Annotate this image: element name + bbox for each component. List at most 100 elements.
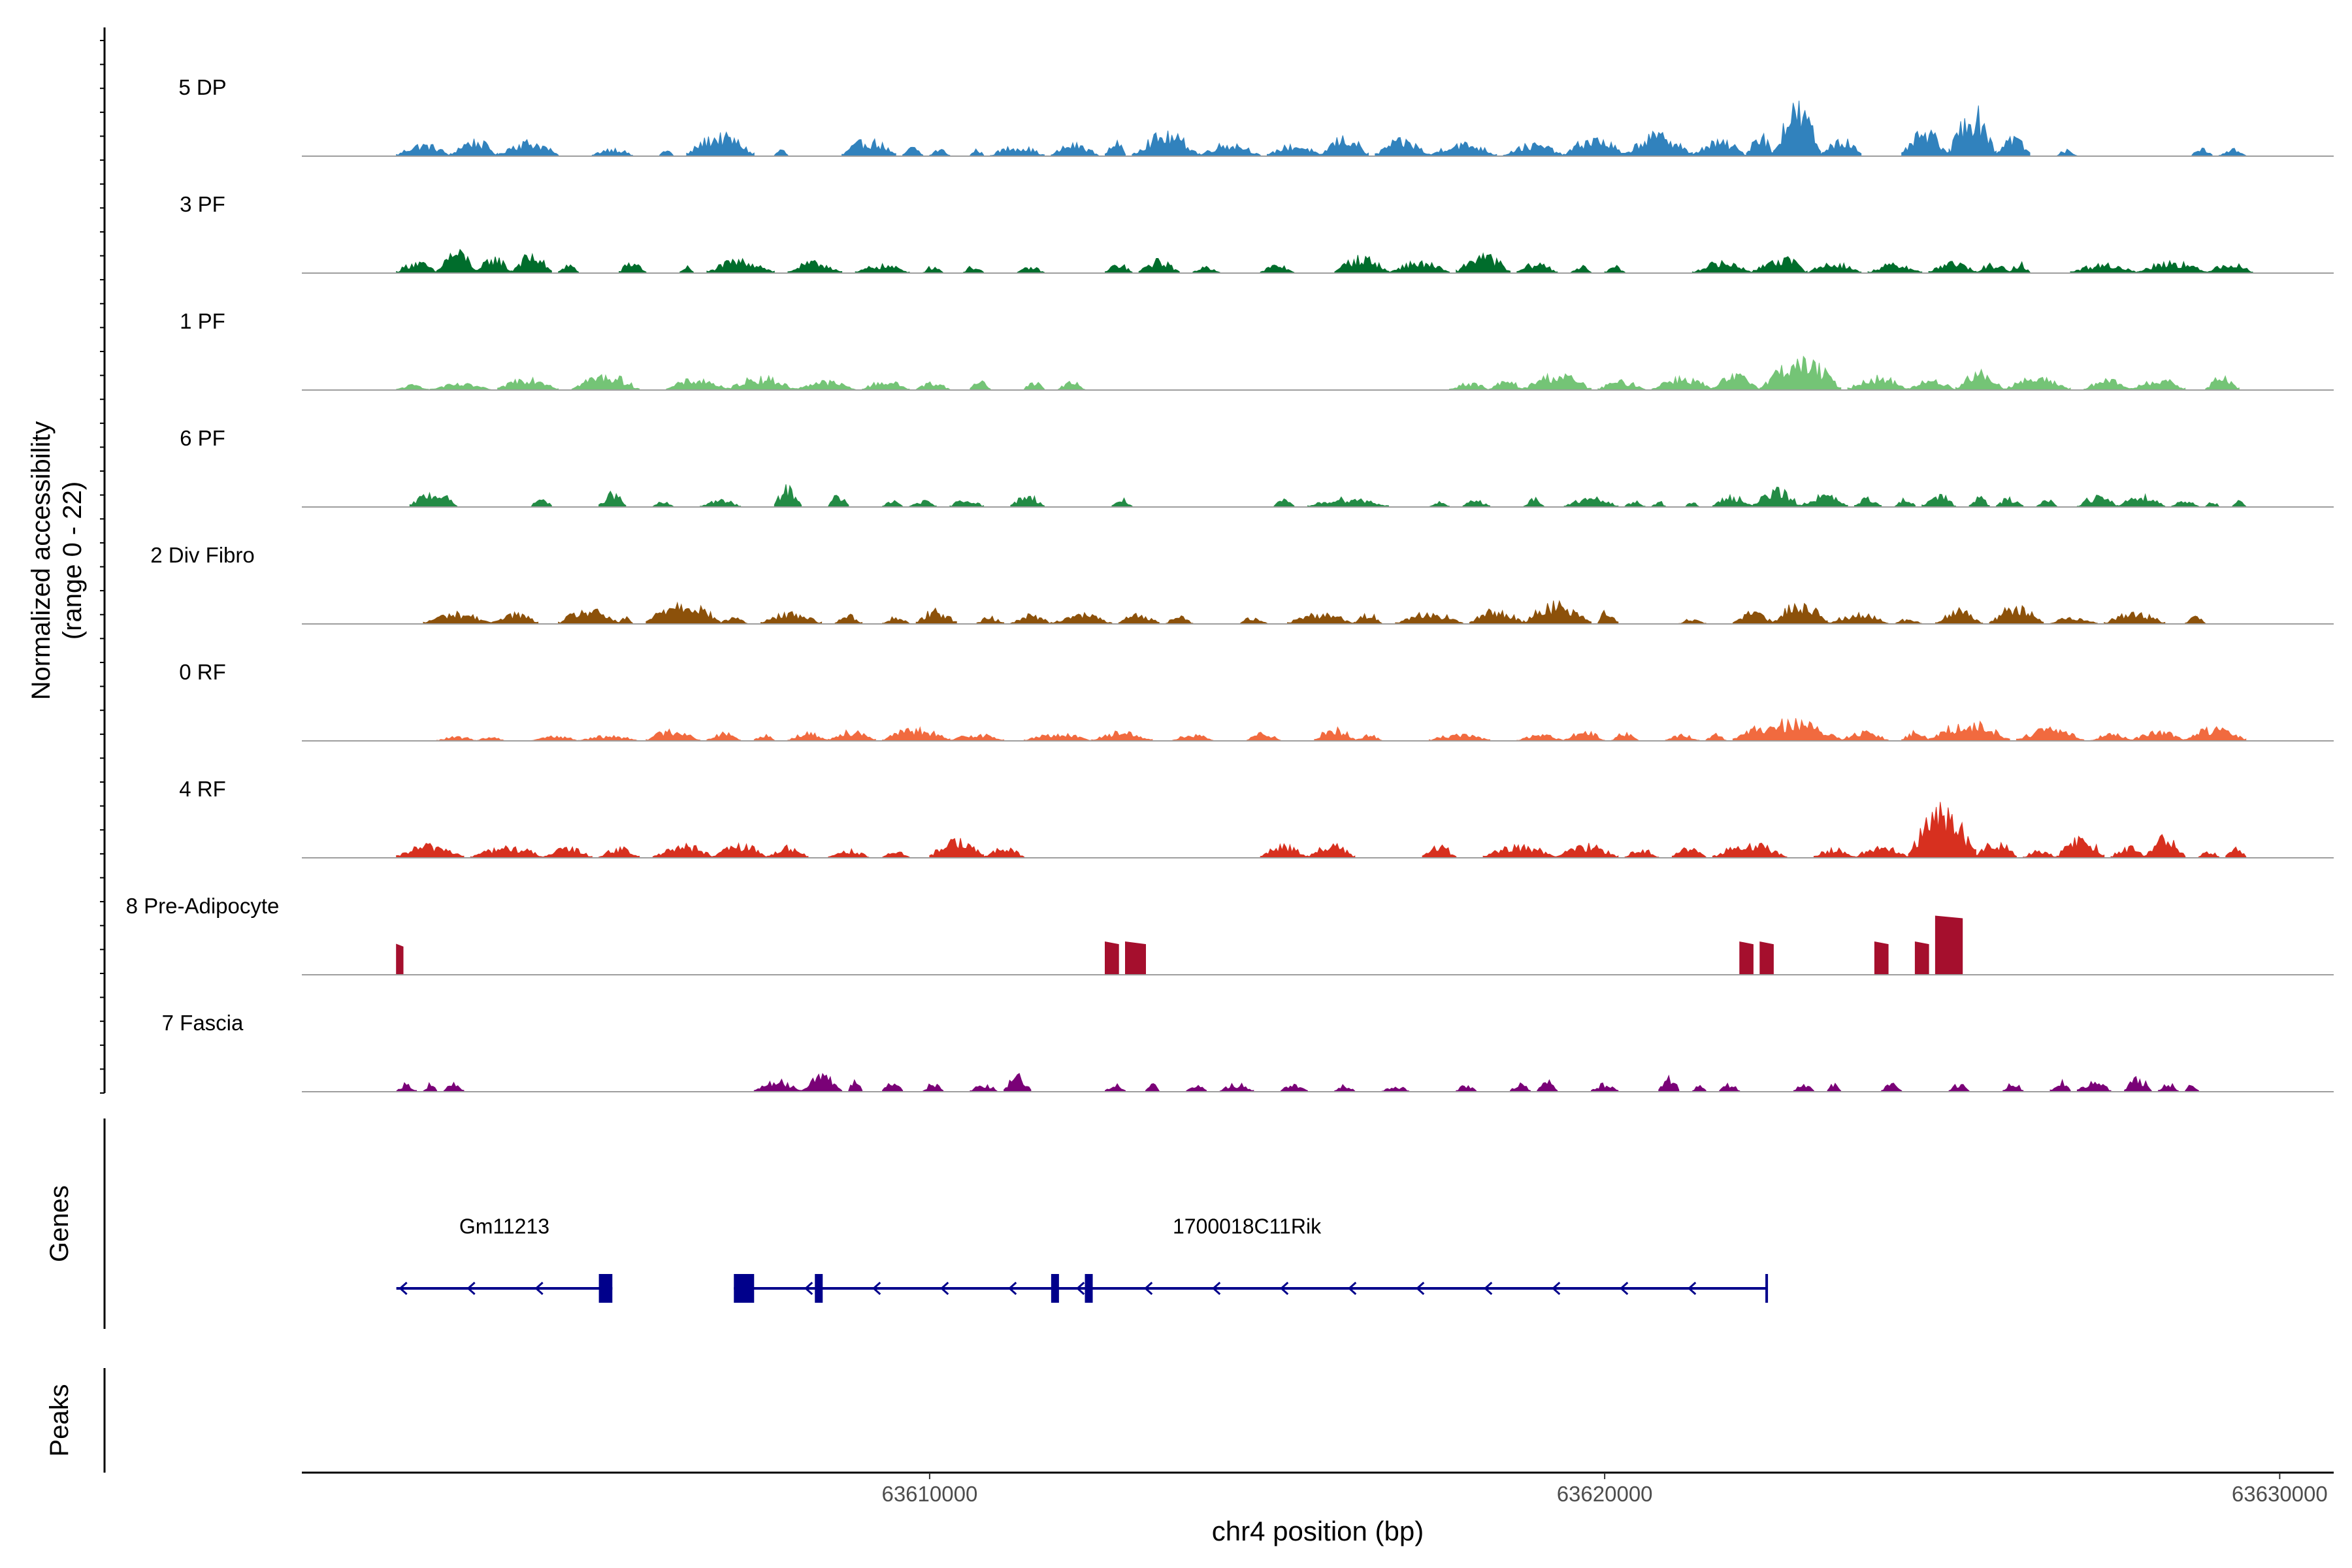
coverage-peak xyxy=(855,263,910,274)
coverage-peak xyxy=(490,611,539,625)
coverage-peak xyxy=(1914,941,1929,975)
coverage-peak xyxy=(902,146,924,157)
strand-arrow xyxy=(1484,1281,1493,1296)
coverage-peak xyxy=(659,150,674,157)
strand-arrow xyxy=(1076,1281,1085,1296)
coverage-peak xyxy=(1995,496,2024,508)
coverage-peak xyxy=(423,610,491,625)
coverage-peak xyxy=(1462,500,1490,508)
coverage-peak xyxy=(2232,500,2247,508)
coverage-peak xyxy=(1166,615,1194,625)
coverage-peak xyxy=(510,252,552,274)
track-1-pf: 1 PF xyxy=(180,309,2334,391)
coverage-peak xyxy=(1523,600,1592,625)
coverage-peak xyxy=(1651,375,1713,391)
coverage-peak xyxy=(1334,1084,1356,1092)
tracks-layer: 5 DP 3 PF 1 PF 6 PF 2 Div Fibro 0 RF 4 RF 8 Pre… xyxy=(126,75,2334,1092)
coverage-peak xyxy=(1280,1083,1308,1092)
coverage-peak xyxy=(396,943,404,975)
strand-arrow xyxy=(1280,1281,1289,1296)
track-0-rf: 0 RF xyxy=(179,660,2334,742)
coverage-peak xyxy=(1995,135,2031,157)
strand-arrow xyxy=(1552,1281,1561,1296)
coverage-peak xyxy=(1557,843,1619,858)
strand-arrow xyxy=(1008,1281,1017,1296)
gene-name: Gm11213 xyxy=(459,1215,549,1238)
coverage-peak xyxy=(929,838,985,858)
coverage-peak xyxy=(497,376,559,391)
coverage-peak xyxy=(1948,1083,1970,1092)
coverage-peak xyxy=(727,374,795,391)
coverage-peak xyxy=(2110,845,2146,858)
coverage-peak xyxy=(2050,617,2098,625)
coverage-peak xyxy=(1260,843,1308,858)
coverage-peak xyxy=(1854,496,1882,508)
strand-arrow xyxy=(940,1281,949,1296)
coverage-peak xyxy=(1671,847,1707,858)
coverage-peak xyxy=(834,613,863,625)
coverage-peak xyxy=(1172,734,1214,742)
coverage-peak xyxy=(2198,851,2219,858)
coverage-peak xyxy=(1772,101,1821,157)
x-tick-label: 63630000 xyxy=(2232,1482,2328,1506)
coverage-peak xyxy=(949,500,985,508)
coverage-peak xyxy=(1186,1085,1207,1092)
coverage-peak xyxy=(1024,732,1092,742)
coverage-peak xyxy=(1510,1082,1531,1092)
coverage-peak xyxy=(443,1081,465,1092)
coverage-peak xyxy=(652,502,674,508)
coverage-peak xyxy=(1597,379,1646,391)
coverage-peak xyxy=(787,731,829,742)
coverage-peak xyxy=(1334,255,1389,274)
coverage-peak xyxy=(1894,619,1923,625)
coverage-peak xyxy=(1523,372,1592,391)
coverage-peak xyxy=(1901,129,1950,157)
coverage-peak xyxy=(774,484,802,508)
coverage-peak xyxy=(1921,493,1956,508)
coverage-peak xyxy=(1591,1082,1619,1092)
coverage-peak xyxy=(1260,265,1295,274)
coverage-peak xyxy=(753,734,775,742)
coverage-peak xyxy=(497,139,559,157)
gene-1700018c11rik: 1700018C11Rik xyxy=(734,1215,1769,1303)
coverage-peak xyxy=(1948,105,1997,157)
strand-arrow xyxy=(804,1281,813,1296)
coverage-peak xyxy=(1057,380,1085,391)
coverage-peak xyxy=(1732,718,1842,742)
coverage-peak xyxy=(882,726,951,742)
coverage-peak xyxy=(706,731,742,742)
coverage-peak xyxy=(1563,730,1605,742)
coverage-peak xyxy=(1516,734,1565,742)
coverage-peak xyxy=(1287,612,1356,625)
coverage-peak xyxy=(558,264,580,274)
coverage-peak xyxy=(1624,500,1646,508)
coverage-peak xyxy=(1894,497,1916,508)
coverage-peak xyxy=(1199,142,1261,157)
coverage-peak xyxy=(1320,135,1369,157)
coverage-peak xyxy=(2009,261,2031,274)
coverage-peak xyxy=(841,138,896,157)
coverage-peak xyxy=(1908,802,1976,858)
coverage-peak xyxy=(1705,732,1727,742)
coverage-peak xyxy=(1881,1083,1903,1092)
peaks-label: Peaks xyxy=(45,1384,74,1456)
coverage-peak xyxy=(531,499,552,508)
coverage-peak xyxy=(2023,849,2057,858)
coverage-peak xyxy=(801,1073,843,1092)
coverage-peak xyxy=(1928,720,2010,742)
track-label: 7 Fascia xyxy=(162,1011,244,1035)
track-label: 4 RF xyxy=(179,777,226,801)
coverage-peak xyxy=(578,735,640,742)
coverage-peak xyxy=(2090,732,2132,742)
coverage-peak xyxy=(862,381,910,391)
coverage-peak xyxy=(1935,607,1984,625)
track-5-dp: 5 DP xyxy=(178,75,2334,157)
coverage-peak xyxy=(1247,732,1281,742)
coverage-peak xyxy=(700,498,742,508)
coverage-peak xyxy=(909,500,937,508)
coverage-peak xyxy=(1354,734,1382,742)
coverage-peak xyxy=(1010,495,1045,508)
strand-arrow xyxy=(466,1281,476,1296)
coverage-peak xyxy=(1820,139,1862,157)
